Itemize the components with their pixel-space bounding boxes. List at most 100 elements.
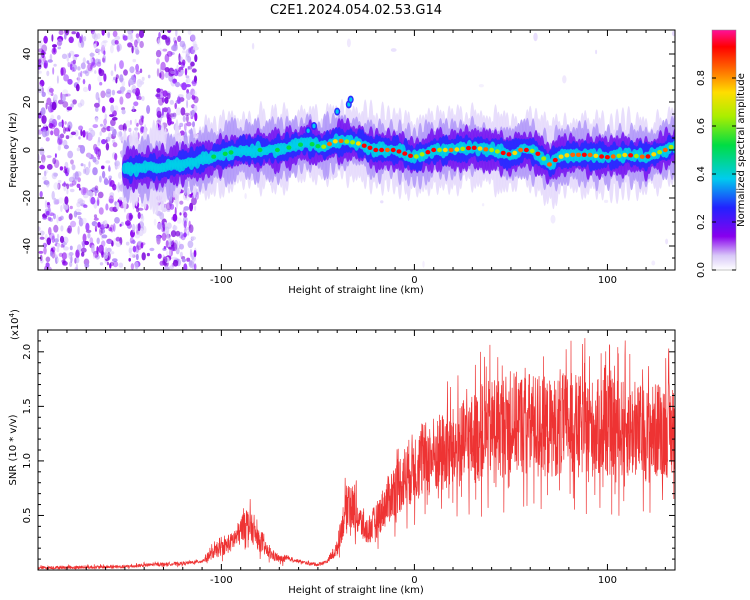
noise-speck xyxy=(189,248,193,258)
noise-speck xyxy=(51,34,54,42)
noise-speck xyxy=(82,78,86,85)
noise-speck xyxy=(93,214,98,219)
noise-speck xyxy=(129,66,135,74)
noise-speck xyxy=(92,156,97,163)
noise-speck xyxy=(141,95,145,102)
ridge-peak xyxy=(604,155,610,160)
noise-speck xyxy=(137,96,142,101)
noise-speck xyxy=(97,191,104,199)
noise-speck xyxy=(170,70,176,75)
noise-speck xyxy=(57,145,61,151)
noise-speck xyxy=(67,121,73,130)
noise-speck xyxy=(80,163,84,167)
ridge-peak xyxy=(286,145,292,150)
noise-speck xyxy=(185,91,192,101)
noise-speck xyxy=(85,131,90,135)
noise-speck xyxy=(193,250,197,258)
noise-speck xyxy=(156,222,163,230)
noise-speck xyxy=(103,73,107,82)
noise-speck xyxy=(56,38,63,46)
noise-speck xyxy=(196,191,199,200)
noise-speck xyxy=(171,246,175,252)
noise-speck xyxy=(189,260,193,266)
noise-speck xyxy=(183,263,188,270)
noise-speck xyxy=(177,96,181,104)
noise-speck xyxy=(172,225,178,231)
noise-speck xyxy=(163,226,170,235)
noise-speck xyxy=(114,160,120,167)
noise-speck xyxy=(95,48,101,53)
noise-speck xyxy=(77,102,83,108)
noise-speck xyxy=(170,71,174,76)
noise-speck xyxy=(160,70,165,80)
noise-speck xyxy=(68,52,71,59)
noise-speck xyxy=(96,246,99,255)
noise-speck xyxy=(83,204,88,208)
noise-speck xyxy=(159,72,162,79)
noise-speck xyxy=(110,119,116,127)
noise-speck xyxy=(78,125,84,131)
noise-speck xyxy=(114,217,120,224)
noise-speck xyxy=(129,252,135,258)
noise-speck xyxy=(185,193,190,201)
noise-speck xyxy=(162,48,168,52)
noise-speck xyxy=(69,50,75,56)
noise-speck xyxy=(41,115,47,124)
ridge-peak xyxy=(547,162,552,167)
noise-speck xyxy=(171,256,178,260)
noise-speck xyxy=(46,201,50,206)
noise-speck xyxy=(135,63,140,72)
noise-speck xyxy=(80,40,85,48)
snr-ylabel: SNR (10 * v/v) xyxy=(8,414,19,485)
noise-speck xyxy=(60,244,64,248)
noise-speck xyxy=(111,139,116,144)
colorbar-frame xyxy=(711,29,737,271)
noise-speck xyxy=(91,221,98,227)
noise-speck xyxy=(181,258,186,263)
noise-speck xyxy=(80,62,86,70)
noise-speck xyxy=(101,105,106,113)
noise-speck xyxy=(114,40,119,45)
noise-speck xyxy=(39,164,45,170)
spectrogram-xlabel: Height of straight line (km) xyxy=(288,285,424,296)
colorbar: 0.0 0.2 0.4 0.6 0.8 Normalized spectral ampl… xyxy=(696,29,747,278)
noise-speck xyxy=(175,230,181,237)
snr-axes: -100 0 100 0.5 1.0 1.5 2.0 xyxy=(22,330,675,586)
noise-speck xyxy=(97,139,101,147)
ridge-peak xyxy=(651,152,657,157)
noise-speck xyxy=(55,254,58,258)
snr-line xyxy=(38,338,675,570)
noise-speck xyxy=(159,67,162,74)
noise-speck xyxy=(129,36,134,42)
noise-speck xyxy=(106,125,112,132)
noise-speck xyxy=(74,54,80,58)
noise-speck xyxy=(68,213,73,221)
ridge-peak xyxy=(350,140,356,145)
noise-speck xyxy=(104,177,108,185)
noise-speck xyxy=(380,200,384,204)
noise-speck xyxy=(107,31,111,39)
noise-speck xyxy=(188,224,194,234)
ridge-peak xyxy=(535,151,541,156)
noise-speck xyxy=(71,66,75,72)
noise-speck xyxy=(112,261,119,268)
ridge-peak xyxy=(466,145,471,151)
noise-speck xyxy=(78,217,84,227)
noise-speck xyxy=(128,247,132,254)
noise-speck xyxy=(186,89,190,94)
noise-speck xyxy=(133,101,139,107)
y-tick-label: 1.0 xyxy=(22,453,33,469)
noise-speck xyxy=(75,30,79,33)
noise-speck xyxy=(57,182,61,190)
noise-speck xyxy=(74,267,78,270)
noise-speck xyxy=(119,96,124,105)
noise-speck xyxy=(194,54,198,63)
noise-speck xyxy=(38,59,42,64)
noise-speck xyxy=(178,56,183,62)
chart-title: C2E1.2024.054.02.53.G14 xyxy=(270,3,442,18)
noise-speck xyxy=(43,62,47,69)
ridge-peak xyxy=(558,154,564,159)
noise-speck xyxy=(48,122,54,129)
noise-speck xyxy=(80,247,87,253)
ridge-peak xyxy=(408,153,413,158)
